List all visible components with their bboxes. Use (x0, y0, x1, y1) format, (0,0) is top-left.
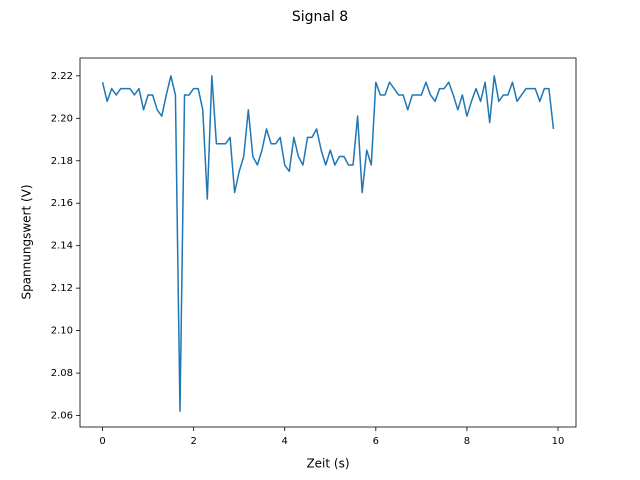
x-tick-label: 10 (552, 436, 565, 447)
y-tick-label: 2.06 (51, 411, 73, 422)
x-tick-label: 2 (190, 436, 196, 447)
x-tick-label: 8 (464, 436, 470, 447)
chart-title: Signal 8 (292, 9, 348, 25)
y-tick-label: 2.18 (51, 156, 73, 167)
x-axis-label: Zeit (s) (306, 457, 349, 471)
y-tick-label: 2.14 (51, 241, 73, 252)
y-tick-label: 2.16 (51, 198, 73, 209)
x-tick-label: 4 (282, 436, 288, 447)
y-tick-label: 2.10 (51, 326, 73, 337)
y-tick-label: 2.08 (51, 368, 73, 379)
line-series (101, 75, 555, 413)
plot-frame (79, 57, 577, 428)
x-tick-label: 6 (373, 436, 379, 447)
y-tick-label: 2.20 (51, 113, 73, 124)
x-tick-label: 0 (99, 436, 105, 447)
y-tick-label: 2.22 (51, 71, 73, 82)
y-tick-label: 2.12 (51, 283, 73, 294)
y-axis-label: Spannungswert (V) (20, 184, 34, 299)
